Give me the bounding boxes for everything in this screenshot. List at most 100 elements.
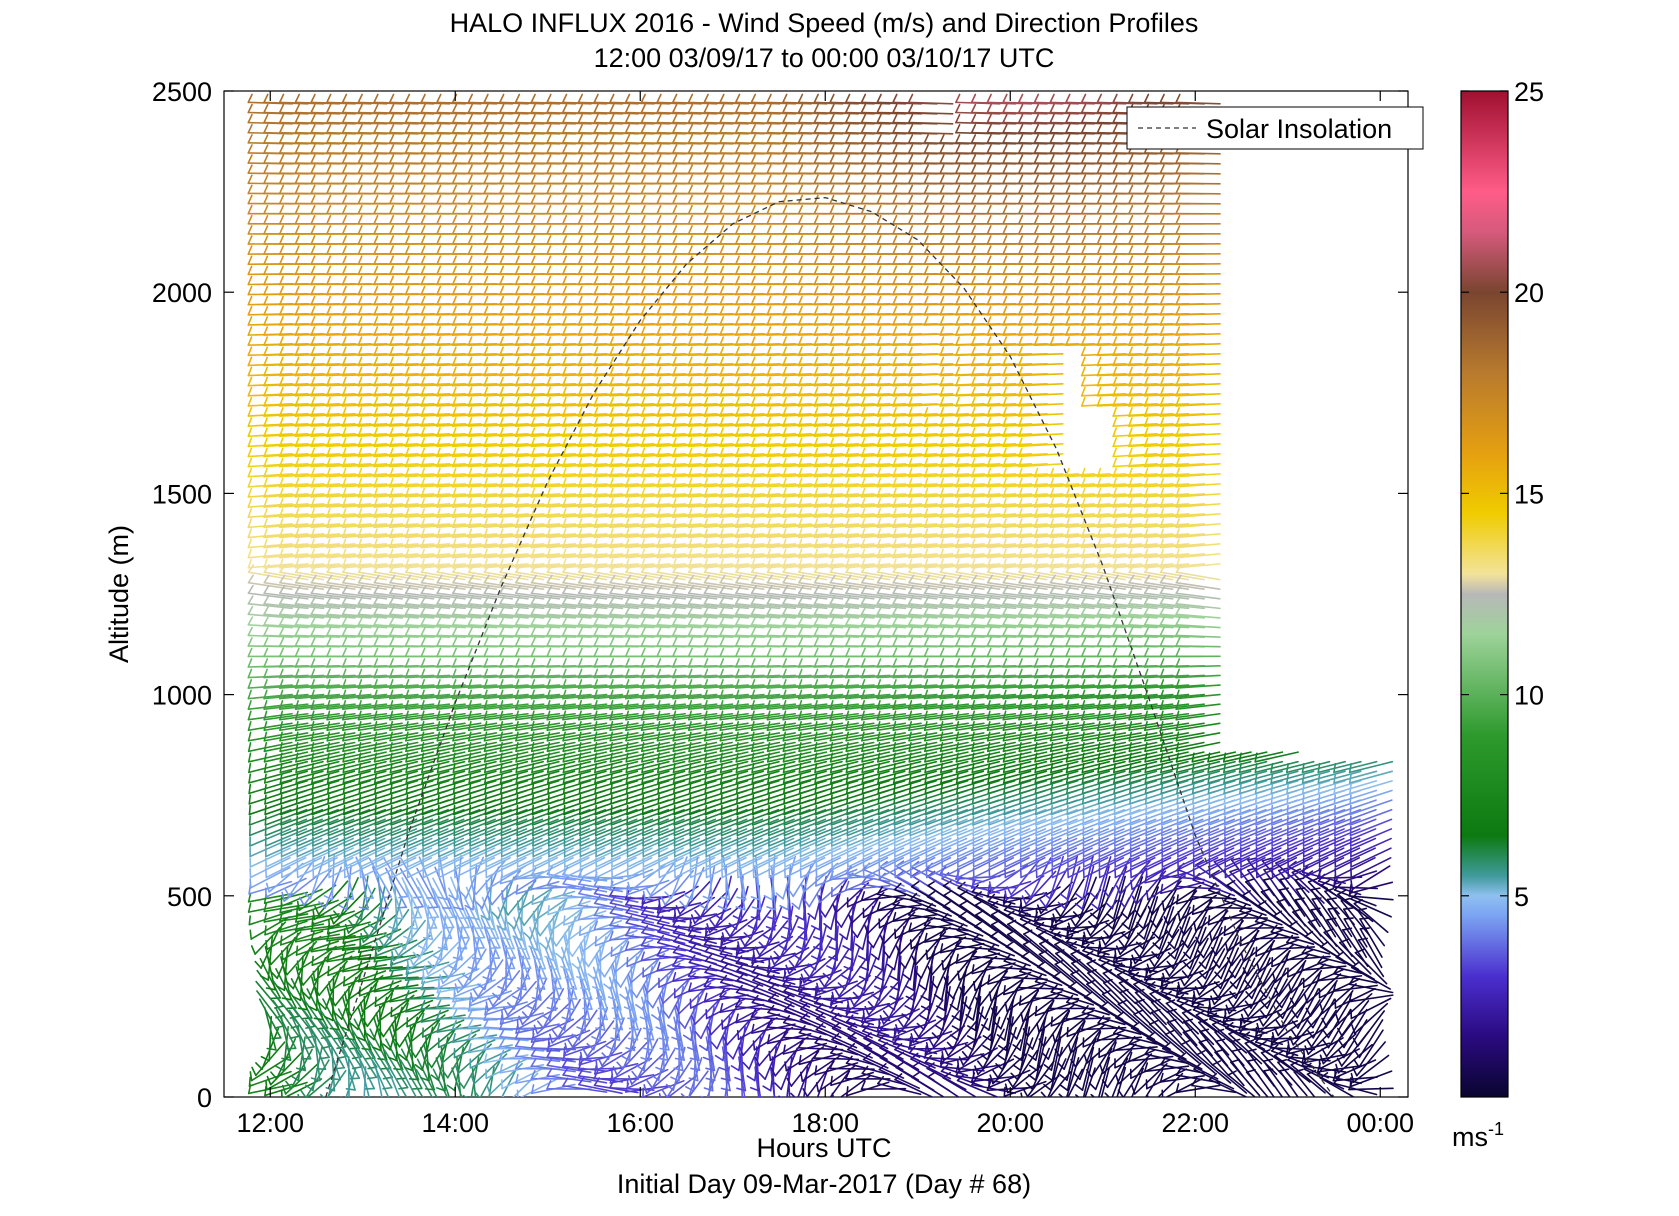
wind-barb-flag [326,783,330,795]
wind-barb-flag [500,815,503,826]
wind-barb-flag [263,902,268,913]
wind-barb-flag [281,997,292,1001]
wind-barb-flag [247,447,253,458]
wind-barb-flag [311,915,314,926]
wind-barb-flag [374,794,377,805]
wind-barb-flag [247,564,255,573]
wind-barb-flag [247,214,253,225]
wind-barb-shaft [265,847,307,868]
wind-barb-shaft [256,990,285,1027]
wind-barb-flag [247,164,253,174]
wind-barb-flag [273,1005,285,1009]
wind-barb-flag [405,794,409,805]
wind-barb [248,770,293,784]
wind-barb-flag [295,783,299,795]
wind-barb-flag [281,1057,292,1061]
wind-barb-flag [334,1066,345,1070]
wind-barb-shaft [247,613,293,619]
wind-barb-shaft [247,433,294,438]
wind-barb-flag [374,996,377,1007]
wind-barb-flag [342,804,346,816]
wind-barb-flag [247,417,253,427]
wind-barb-shaft [248,818,292,837]
wind-barb [247,487,293,498]
wind-barb-flag [295,794,299,805]
wind-barb-flag [263,912,268,923]
wind-barb-shaft [249,857,291,879]
wind-barb-flag [247,528,252,539]
wind-barb [249,837,292,858]
wind-barb-flag [358,783,362,795]
wind-barb-flag [349,1077,361,1080]
wind-barb [247,892,293,903]
wind-barb-flag [247,605,254,616]
wind-barb-flag [247,265,253,276]
wind-barb [247,700,293,710]
wind-barb-flag [468,804,472,816]
wind-barb-flag [265,939,268,951]
wind-barb [251,1041,286,1077]
wind-barb-shaft [247,892,293,903]
wind-barb-flag [499,783,503,795]
wind-barb-shaft [249,866,291,889]
wind-barb-flag [382,1086,393,1090]
wind-barb [265,857,307,879]
wind-barb [248,910,292,926]
wind-barb [247,751,293,763]
wind-barb-flag [265,987,276,991]
wind-barb-flag [311,955,314,966]
wind-barb [265,847,307,868]
wind-barb-flag [437,815,440,826]
wind-barb-flag [247,204,253,215]
wind-barb-shaft [247,513,293,518]
wind-barb-flag [295,815,299,826]
wind-barb-flag [266,955,272,966]
wind-barb-flag [452,794,456,805]
wind-barb-flag [484,815,487,826]
wind-barb-flag [247,731,252,742]
wind-barb [249,857,291,879]
wind-barb-flag [248,804,251,816]
wind-barb-flag [259,975,270,981]
wind-barb [247,679,293,689]
wind-barb-shaft [247,624,294,629]
wind-barb-flag [260,1055,271,1062]
wind-barb-flag [247,457,253,468]
wind-barb-shaft [247,581,293,591]
wind-barb-flag [376,1109,385,1111]
wind-barb-flag [311,815,314,826]
wind-barb-flag [327,815,330,826]
wind-barb-flag [437,804,440,816]
wind-barb-shaft [258,998,282,1039]
wind-barb-flag [424,1088,436,1091]
wind-barb [247,427,294,438]
wind-barb-flag [248,773,252,784]
wind-barb-flag [249,1071,253,1082]
wind-barb-flag [248,794,252,805]
wind-barb-flag [247,194,253,205]
wind-barb-flag [248,762,252,774]
wind-barb-flag [328,919,331,930]
wind-barb [247,467,294,478]
wind-barb-shaft [263,913,309,923]
wind-barb-flag [251,1066,257,1077]
wind-barb-flag [358,794,362,805]
wind-barb-flag [264,804,267,816]
wind-barb [247,605,293,619]
wind-barb-flag [247,336,253,346]
wind-barb-flag [335,1104,341,1110]
wind-barb-flag [274,1025,285,1029]
wind-barb-flag [280,804,283,816]
wind-barb-flag [358,815,362,826]
wind-barb-flag [248,1076,251,1087]
wind-barb [264,828,308,847]
wind-barb-flag [247,235,253,245]
wind-barb [247,437,294,448]
wind-barb-flag [247,245,253,255]
wind-barb-flag [441,1099,450,1100]
wind-barb [249,828,292,847]
wind-barb-shaft [249,828,292,847]
wind-barb-flag [381,896,392,899]
wind-barb-flag [396,1077,407,1080]
wind-barb-flag [247,498,253,508]
